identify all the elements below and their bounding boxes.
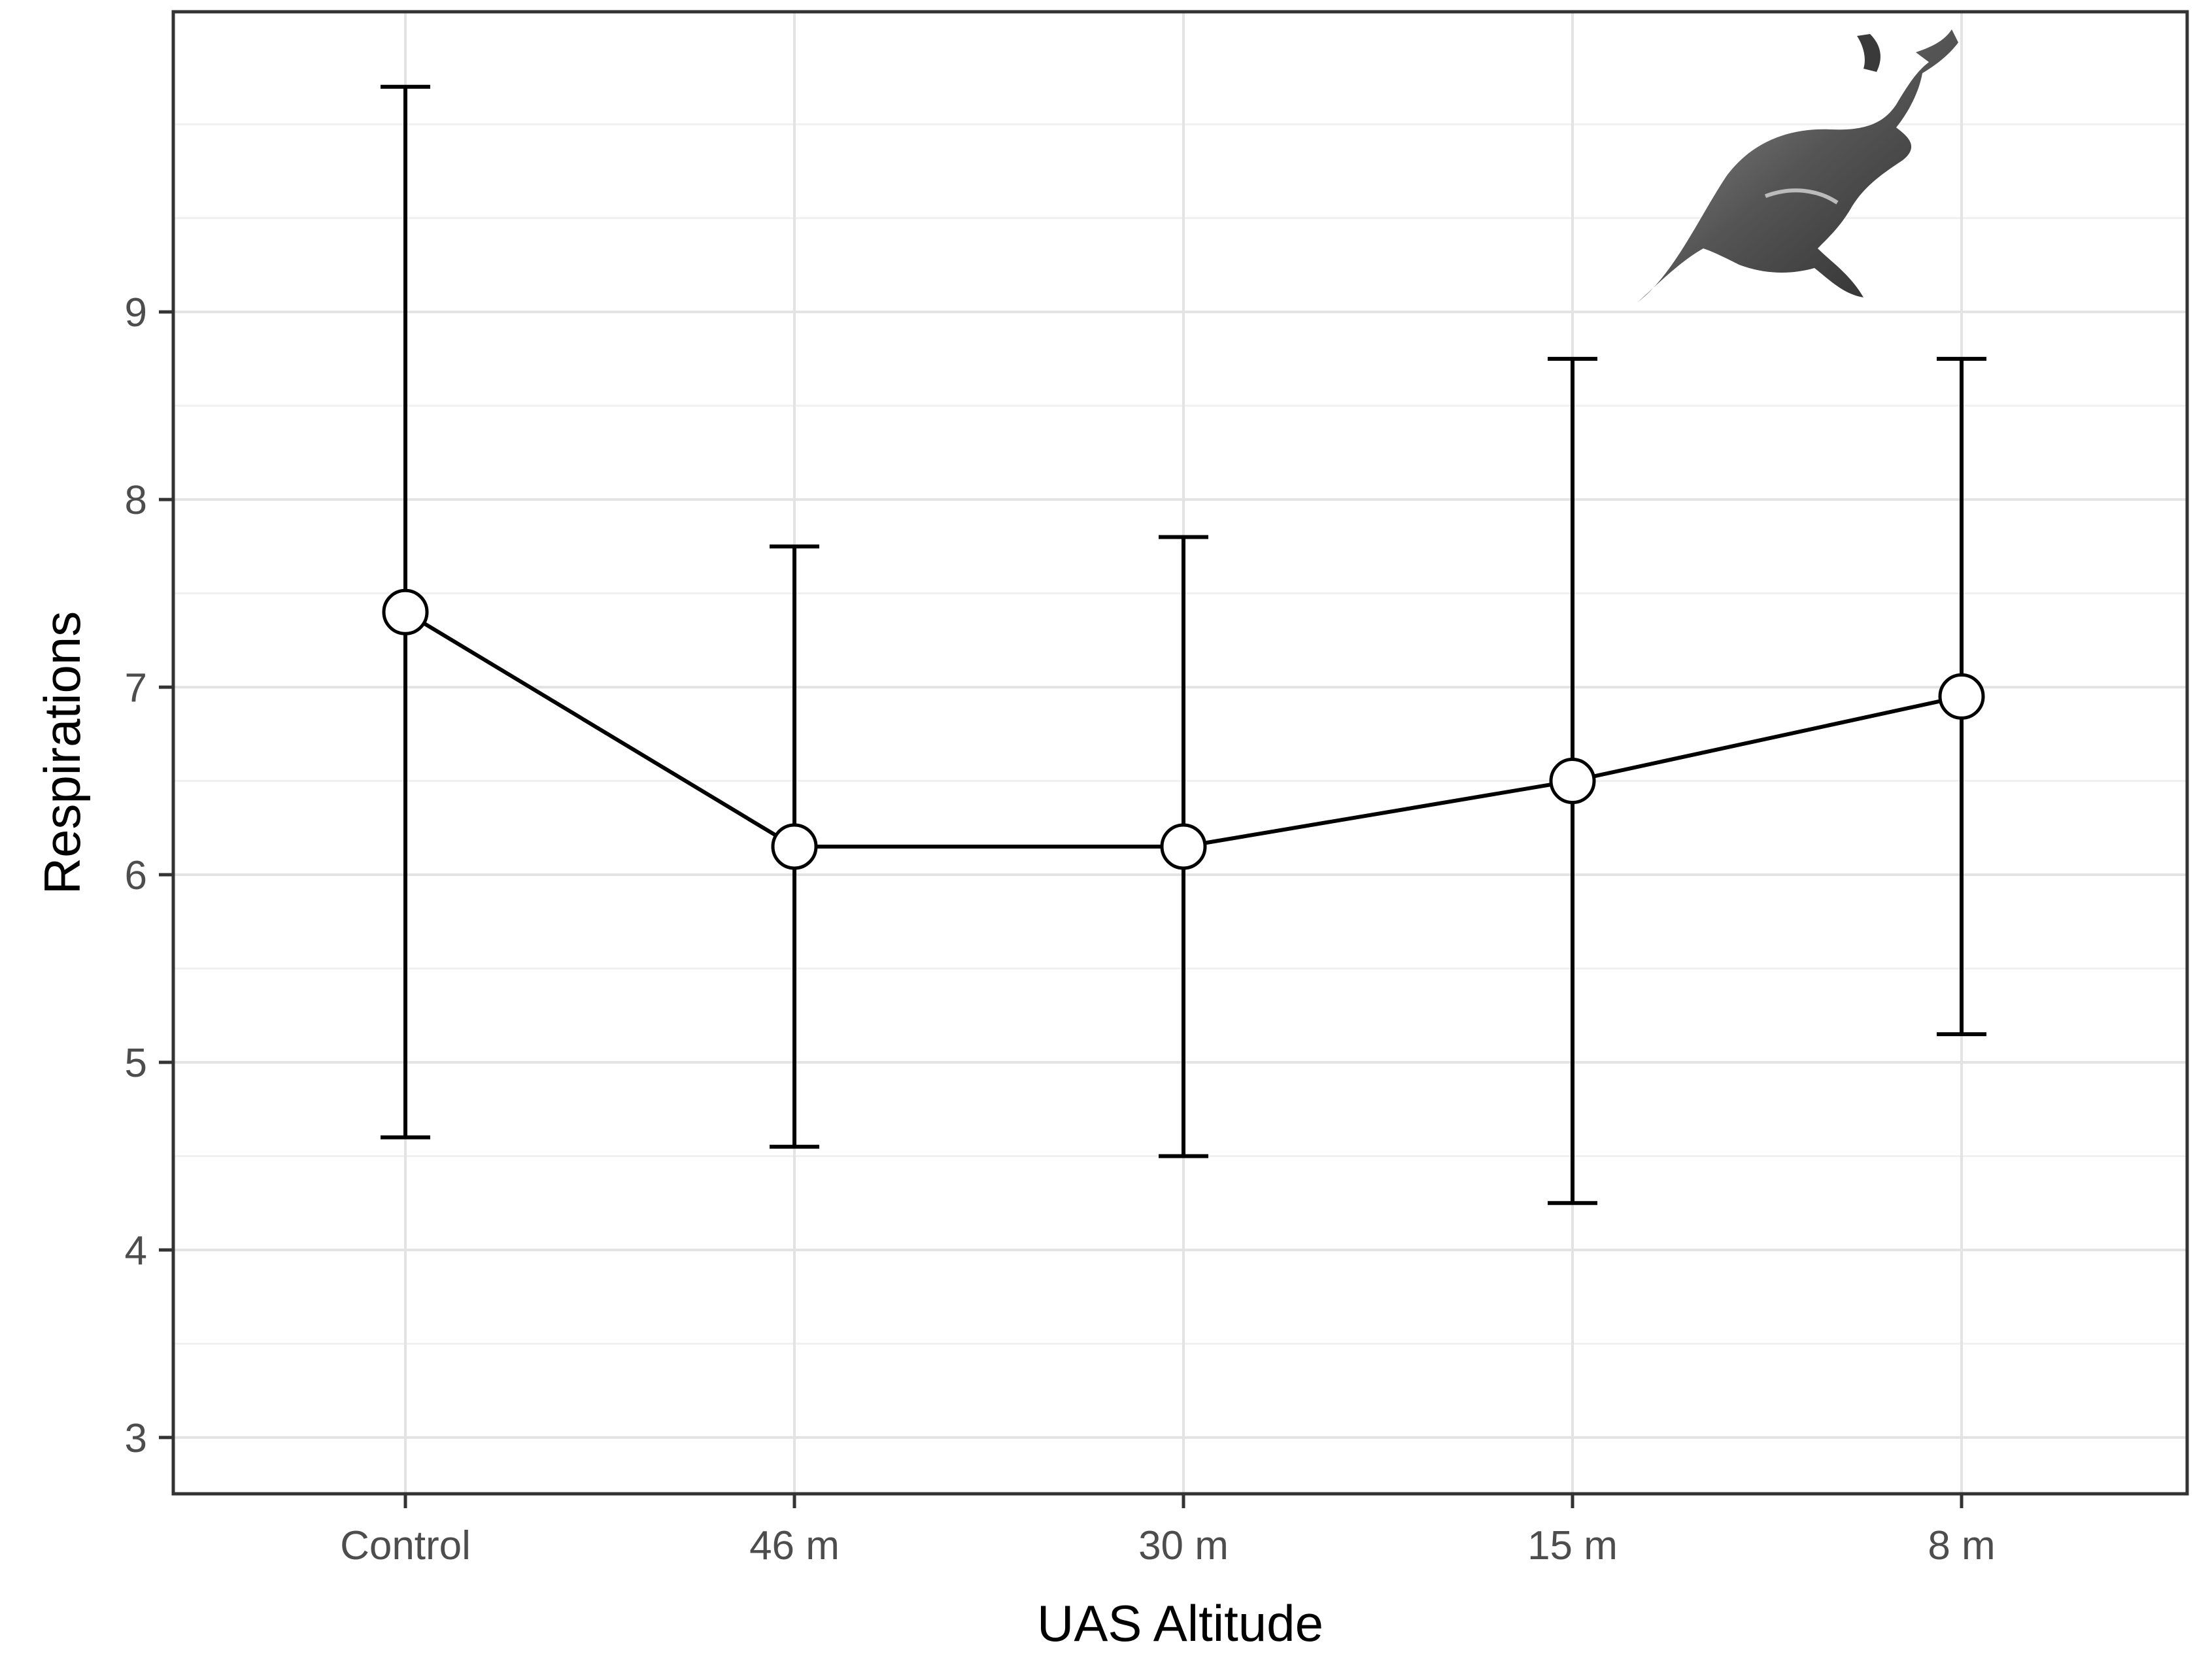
- y-tick-label: 9: [125, 290, 147, 335]
- data-point: [382, 588, 429, 635]
- panel: [171, 10, 2189, 1496]
- sea-lion-highlight: [1764, 188, 1839, 205]
- y-tick-label: 3: [125, 1416, 147, 1461]
- x-tick-label: 15 m: [1527, 1523, 1618, 1568]
- data-point: [771, 823, 818, 870]
- y-tick-label: 4: [125, 1228, 147, 1273]
- x-tick-label: Control: [340, 1523, 471, 1568]
- x-tick-label: 8 m: [1928, 1523, 1995, 1568]
- x-tick-label: 30 m: [1138, 1523, 1229, 1568]
- y-tick-label: 7: [125, 666, 147, 711]
- axes: 3 4 5 6 7 8 9 Control 46 m 30 m 15 m 8 m: [125, 290, 1996, 1568]
- y-axis-title: Respirations: [33, 611, 91, 895]
- sea-lion-flipper: [1857, 34, 1880, 72]
- sea-lion-body: [1638, 29, 1958, 302]
- data-point: [1160, 823, 1207, 870]
- data-point: [1938, 673, 1985, 720]
- x-axis-title: UAS Altitude: [1037, 1594, 1323, 1652]
- y-tick-label: 6: [125, 853, 147, 898]
- panel-border: [171, 10, 2189, 1496]
- x-tick-label: 46 m: [749, 1523, 840, 1568]
- y-tick-label: 8: [125, 478, 147, 523]
- y-tick-label: 5: [125, 1041, 147, 1086]
- sea-lion-icon: [1638, 29, 1958, 302]
- data-points: [382, 588, 1985, 870]
- data-point: [1549, 758, 1596, 805]
